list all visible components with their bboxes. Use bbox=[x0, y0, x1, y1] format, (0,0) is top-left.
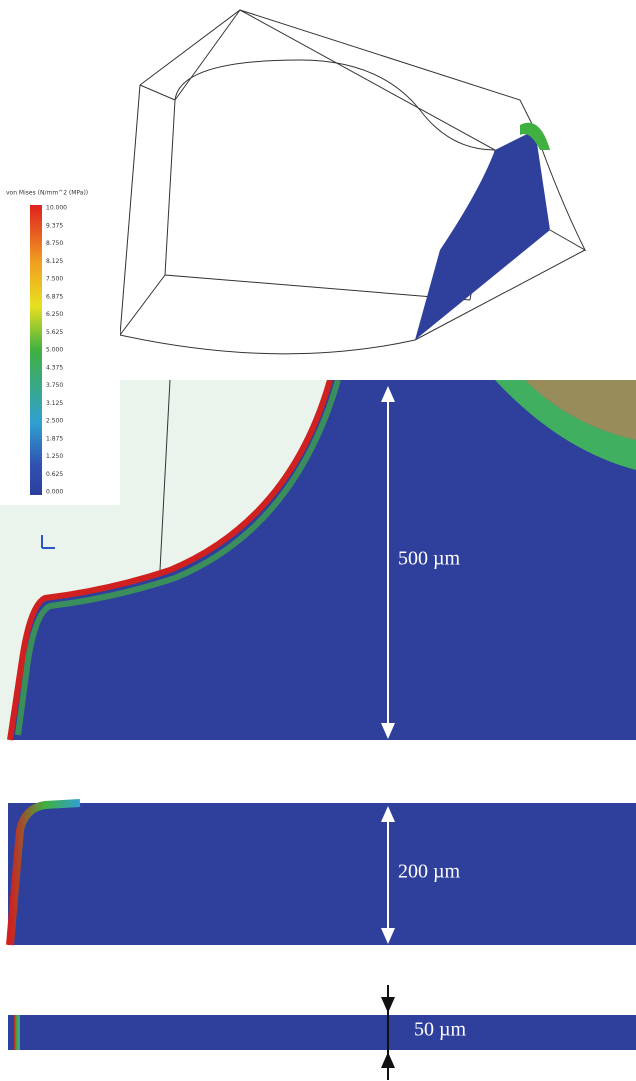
dimension-label: 500 µm bbox=[398, 548, 461, 570]
legend: von Mises (N/mm^2 (MPa)) 10.000 9.375 8.75… bbox=[0, 185, 120, 548]
edge-stress bbox=[14, 1015, 20, 1050]
wireframe bbox=[120, 0, 636, 380]
legend-tick-label: 5.000 bbox=[46, 347, 63, 354]
legend-tick-label: 7.500 bbox=[46, 276, 63, 283]
legend-tick-label: 8.125 bbox=[46, 258, 63, 265]
legend-tick-label: 2.500 bbox=[46, 418, 63, 425]
legend-tick-label: 1.250 bbox=[46, 453, 63, 460]
dimension-label: 50 µm bbox=[414, 1019, 467, 1041]
legend-tick-label: 6.875 bbox=[46, 293, 63, 300]
legend-tick-label: 1.875 bbox=[46, 435, 63, 442]
legend-tick-label: 4.375 bbox=[46, 364, 63, 371]
page: {"legend": {"title": "von Mises (N/mm^2 … bbox=[0, 0, 636, 1081]
dimension-label: 200 µm bbox=[398, 861, 461, 883]
legend-tick-label: 5.625 bbox=[46, 329, 63, 336]
legend-tick-label: 3.125 bbox=[46, 400, 63, 407]
legend-tick-label: 6.250 bbox=[46, 311, 63, 318]
panel-50: 50 µm bbox=[8, 985, 636, 1080]
panel-200: 200 µm bbox=[8, 803, 636, 945]
colorbar bbox=[30, 205, 42, 495]
legend-tick-label: 3.750 bbox=[46, 382, 63, 389]
legend-tick-label: 8.750 bbox=[46, 240, 63, 247]
stress-region bbox=[8, 1015, 636, 1050]
legend-tick-label: 9.375 bbox=[46, 222, 63, 229]
legend-tick-label: 0.625 bbox=[46, 471, 63, 478]
figure: 500 µm 200 µm 50 µm von Mises (N/mm^2 (M… bbox=[0, 0, 636, 1081]
legend-tick-label: 10.000 bbox=[46, 205, 67, 212]
stress-region bbox=[8, 803, 636, 945]
legend-title: von Mises (N/mm^2 (MPa)) bbox=[6, 190, 88, 197]
legend-tick-label: 0.000 bbox=[46, 489, 63, 496]
